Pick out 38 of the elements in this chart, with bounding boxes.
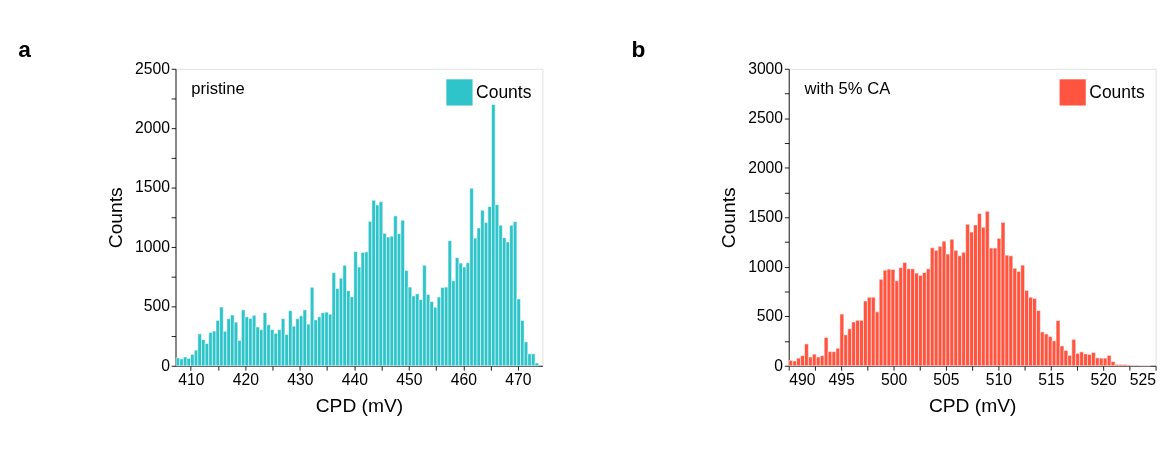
y-tick-label: 2500 (134, 59, 171, 77)
y-tick-label: 0 (161, 356, 171, 374)
chart-title: b (631, 35, 646, 62)
x-tick-label: 460 (450, 370, 478, 388)
x-tick-label: 525 (1129, 370, 1157, 388)
x-tick-label: 450 (396, 370, 423, 388)
x-tick-label: 520 (1090, 370, 1118, 388)
y-tick-label: 2000 (134, 119, 171, 137)
annotation: with 5% CA (803, 79, 892, 99)
y-tick-label: 2000 (748, 158, 784, 176)
x-tick-label: 510 (985, 370, 1013, 388)
legend-label: Counts (476, 81, 532, 102)
y-tick-label: 3000 (748, 59, 784, 77)
y-tick-label: 500 (143, 297, 171, 315)
x-axis-title: CPD (mV) (315, 394, 404, 416)
y-tick-label: 1500 (748, 208, 784, 226)
legend-label: Counts (1089, 81, 1145, 102)
y-tick-label: 1000 (748, 257, 784, 275)
x-tick-label: 500 (880, 370, 908, 388)
x-tick-label: 470 (505, 370, 532, 388)
y-axis-title: Counts (104, 187, 126, 249)
x-tick-label: 410 (178, 370, 205, 388)
x-tick-label: 495 (828, 370, 855, 388)
y-axis-title: Counts (718, 187, 740, 249)
x-tick-label: 515 (1038, 370, 1065, 388)
x-axis-title: CPD (mV) (928, 394, 1017, 416)
x-tick-label: 440 (341, 370, 369, 388)
chart-title: a (18, 35, 32, 62)
y-tick-label: 1000 (134, 237, 171, 255)
x-tick-label: 505 (933, 370, 960, 388)
x-tick-label: 420 (232, 370, 260, 388)
annotation: pristine (191, 79, 245, 99)
y-tick-label: 1500 (134, 178, 171, 196)
x-tick-label: 490 (789, 370, 816, 388)
x-tick-label: 430 (287, 370, 314, 388)
y-tick-label: 0 (774, 356, 784, 374)
y-tick-label: 500 (756, 307, 784, 325)
y-tick-label: 2500 (748, 109, 784, 127)
